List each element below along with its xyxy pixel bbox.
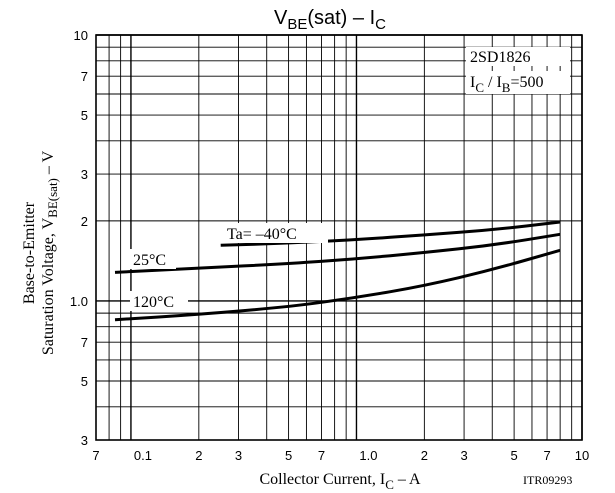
- label-bg-120: [130, 291, 188, 311]
- title-dash: –: [347, 7, 369, 29]
- ylabel-line2-post: – V: [40, 150, 57, 178]
- ylabel-line2: Saturation Voltage, VBE(sat) – V: [40, 150, 60, 355]
- y-tick-label: 3: [81, 433, 88, 448]
- plot-frame: [95, 34, 583, 441]
- x-axis-label: Collector Current, IC – A: [259, 471, 421, 492]
- x-tick-label: 5: [285, 448, 292, 463]
- y-tick-label: 5: [81, 374, 88, 389]
- cond-sub1: C: [475, 80, 484, 95]
- series-label-neg40: Ta= –40°C: [227, 226, 297, 243]
- title-i: I: [370, 7, 376, 29]
- xlabel-sub: C: [385, 477, 394, 492]
- series-line-0: [220, 220, 561, 247]
- ylabel-line1: Base-to-Emitter: [21, 201, 38, 304]
- label-bg-part: [466, 47, 570, 66]
- cond-pre: I: [470, 74, 475, 91]
- x-tick-label: 5: [510, 448, 517, 463]
- xlabel-pre: Collector Current, I: [259, 471, 385, 488]
- y-tick-label: 3: [81, 167, 88, 182]
- x-tick-label: 1.0: [359, 448, 377, 463]
- part-number: 2SD1826: [470, 49, 530, 66]
- cond-mid: / I: [484, 74, 502, 91]
- xlabel-post: – A: [394, 471, 421, 488]
- title-main: V: [274, 7, 288, 29]
- tick-labels: 7 0.1 2 3 5 7 1.0 2 3 5 7 10 3 5 7 1.0 2 3 5 7 10: [70, 28, 589, 463]
- x-tick-label: 2: [195, 448, 202, 463]
- series-lines: [114, 220, 561, 322]
- y-tick-label: 10: [74, 28, 88, 43]
- series-line-1: [114, 232, 561, 274]
- title-isub: C: [375, 16, 386, 33]
- y-tick-label: 7: [81, 69, 88, 84]
- title-paren: (sat): [307, 7, 347, 29]
- title-sub: BE: [287, 16, 307, 33]
- x-tick-label: 0.1: [134, 448, 152, 463]
- figure-code: ITR09293: [523, 473, 572, 487]
- x-tick-label: 2: [421, 448, 428, 463]
- x-tick-label: 10: [575, 448, 589, 463]
- series-label-25: 25°C: [133, 252, 166, 269]
- y-tick-label: 5: [81, 108, 88, 123]
- ylabel-line2-pre: Saturation Voltage, V: [40, 217, 57, 355]
- y-tick-label: 2: [81, 214, 88, 229]
- label-bg-25: [130, 249, 176, 269]
- chart-title: VBE(sat) – IC: [274, 7, 386, 33]
- series-line-2: [114, 248, 561, 322]
- label-bg-40: [222, 223, 328, 243]
- x-tick-label: 3: [235, 448, 242, 463]
- y-tick-label: 1.0: [70, 294, 88, 309]
- label-bg-cond: [466, 71, 570, 94]
- series-label-120: 120°C: [133, 294, 174, 311]
- cond-post: =500: [510, 74, 543, 91]
- cond-sub2: B: [502, 80, 511, 95]
- y-tick-label: 7: [81, 335, 88, 350]
- x-tick-label: 7: [543, 448, 550, 463]
- ylabel-line2-sub: BE(sat): [45, 178, 60, 218]
- x-tick-label: 7: [92, 448, 99, 463]
- y-axis-label: Base-to-Emitter Saturation Voltage, VBE(…: [21, 150, 60, 355]
- x-tick-label: 3: [460, 448, 467, 463]
- condition-label: IC / IB=500: [470, 74, 543, 95]
- x-tick-label: 7: [318, 448, 325, 463]
- grid: [95, 34, 583, 441]
